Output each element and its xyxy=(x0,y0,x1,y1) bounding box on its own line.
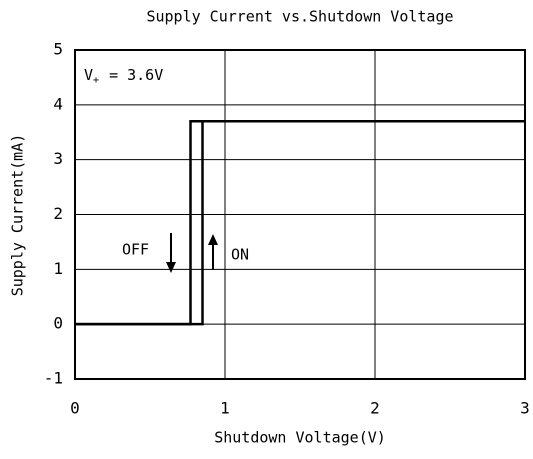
series-label: OFF xyxy=(122,241,149,259)
series-line xyxy=(75,120,525,326)
y-tick-label: 2 xyxy=(53,204,63,223)
x-tick-label: 3 xyxy=(520,399,530,418)
y-tick-label: 1 xyxy=(53,259,63,278)
off-arrow xyxy=(166,233,176,273)
x-tick-label: 1 xyxy=(220,399,230,418)
chart-title: Supply Current vs.Shutdown Voltage xyxy=(146,8,453,26)
series-label: ON xyxy=(231,246,249,264)
annotation-subscript: + xyxy=(93,75,99,86)
on-arrow xyxy=(208,234,218,270)
annotation: V+ = 3.6V xyxy=(84,66,163,87)
x-axis-label: Shutdown Voltage(V) xyxy=(214,429,386,447)
y-tick-label: 0 xyxy=(53,314,63,333)
y-tick-label: 4 xyxy=(53,94,63,113)
y-tick-label: 5 xyxy=(53,40,63,59)
plot-frame xyxy=(74,49,526,380)
annotation-text: = 3.6V xyxy=(109,66,163,84)
x-tick-label: 0 xyxy=(70,399,80,418)
y-tick-label: 3 xyxy=(53,149,63,168)
annotation-symbol: V xyxy=(84,66,93,84)
series-line xyxy=(75,120,525,326)
x-tick-label: 2 xyxy=(370,399,380,418)
y-tick-label: -1 xyxy=(44,369,63,388)
y-axis-label: Supply Current(mA) xyxy=(9,134,27,297)
